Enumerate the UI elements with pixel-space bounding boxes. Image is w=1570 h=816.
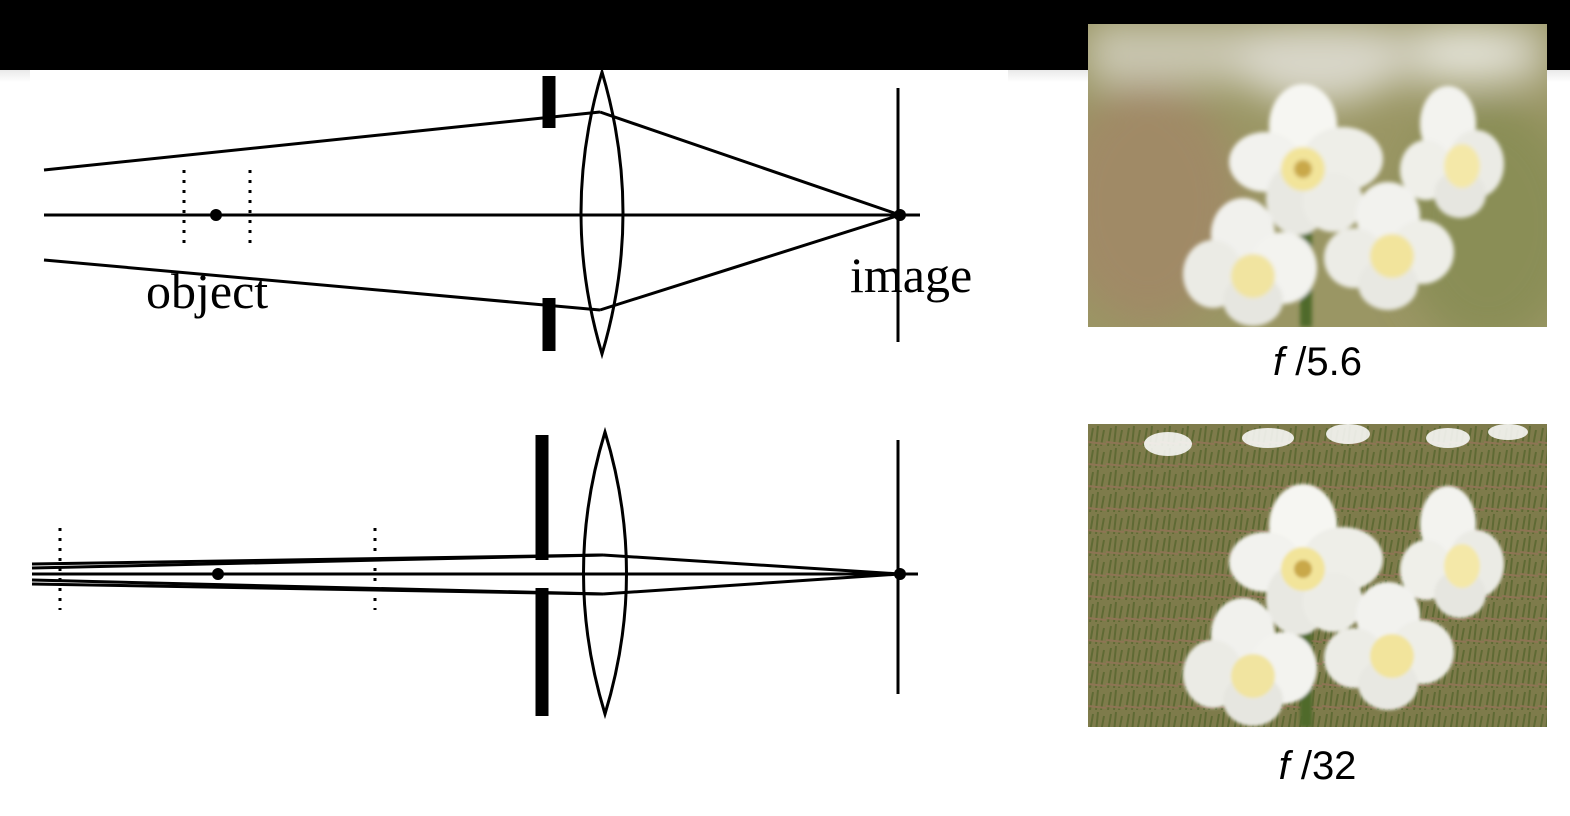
caption-narrow-aperture: f /32	[1088, 744, 1547, 789]
top-ray-lower-in	[43, 258, 601, 312]
top-ray-upper-in	[43, 110, 601, 172]
top-lens	[579, 70, 625, 360]
photo-wide-aperture	[1088, 24, 1547, 327]
bottom-ray-upper-in-2	[31, 553, 604, 570]
caption-slash: /	[1295, 340, 1307, 384]
top-object-point	[210, 209, 222, 221]
aperture-diagram: object image	[30, 70, 1008, 810]
bottom-lens	[582, 426, 628, 720]
bottom-object-point	[212, 568, 224, 580]
top-image-point	[894, 209, 906, 221]
bottom-ray-lower-out	[602, 572, 901, 596]
ray-diagram-svg: object image	[31, 70, 972, 720]
caption-f-symbol: f	[1278, 744, 1290, 788]
top-ray-lower-out	[599, 213, 901, 312]
image-label: image	[850, 247, 972, 303]
caption-fvalue: 5.6	[1306, 340, 1362, 384]
bottom-image-point	[894, 568, 906, 580]
daffodil-cluster	[1183, 484, 1504, 727]
caption-f-symbol: f	[1273, 340, 1285, 384]
object-label: object	[146, 263, 268, 319]
top-ray-upper-out	[599, 110, 901, 217]
bottom-ray-upper-out	[602, 553, 901, 576]
bottom-ray-lower-in-2	[31, 582, 604, 596]
caption-slash: /	[1300, 744, 1312, 788]
daffodil-cluster	[1183, 84, 1504, 327]
caption-fvalue: 32	[1311, 744, 1357, 788]
caption-wide-aperture: f /5.6	[1088, 340, 1547, 385]
photo-narrow-aperture	[1088, 424, 1547, 727]
